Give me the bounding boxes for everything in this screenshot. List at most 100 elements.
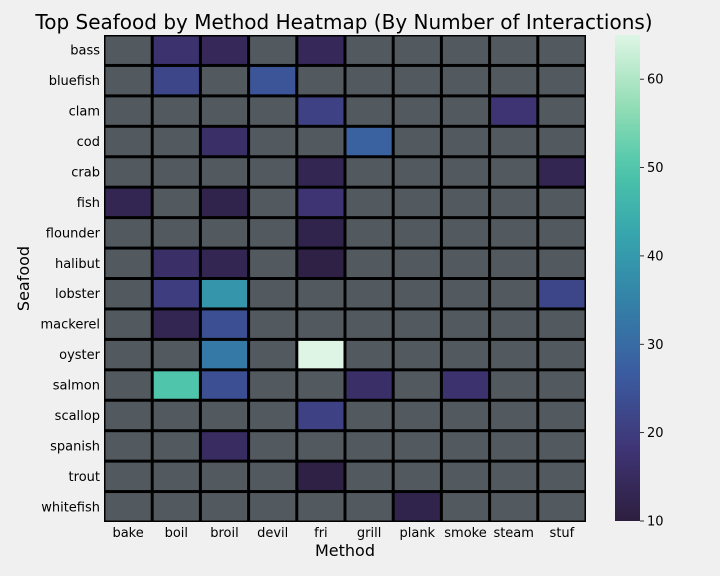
heatmap-cell: [250, 310, 296, 338]
x-axis-label: Method: [315, 541, 375, 560]
x-tick-label: stuf: [550, 526, 575, 541]
heatmap-cell: [153, 249, 199, 277]
y-tick-label: cod: [77, 135, 100, 150]
y-tick-label: halibut: [55, 257, 100, 272]
heatmap-cell: [346, 249, 392, 277]
y-tick-label: lobster: [55, 287, 101, 302]
heatmap-cell: [346, 36, 392, 64]
heatmap-cell: [105, 188, 151, 217]
heatmap-cell: [105, 462, 151, 491]
heatmap-cell: [298, 97, 344, 125]
heatmap-cell: [153, 280, 199, 308]
heatmap-cell: [153, 158, 199, 186]
heatmap-cell: [105, 280, 151, 308]
heatmap-cell: [105, 432, 151, 460]
heatmap-cell: [153, 188, 199, 217]
heatmap-cell: [346, 158, 392, 186]
heatmap-cell: [298, 462, 344, 491]
heatmap-cell: [201, 249, 248, 277]
heatmap-cell: [250, 158, 296, 186]
heatmap-cell: [105, 371, 151, 399]
heatmap-cell: [394, 127, 440, 156]
heatmap-cell: [442, 280, 489, 308]
heatmap-cell: [539, 66, 585, 95]
heatmap-cell: [442, 371, 489, 399]
heatmap-cell: [346, 310, 392, 338]
heatmap-cell: [442, 432, 489, 460]
heatmap-cell: [201, 188, 248, 217]
heatmap-cell: [491, 66, 537, 95]
y-axis-label: Seafood: [14, 246, 33, 311]
heatmap-cell: [442, 66, 489, 95]
heatmap-cell: [346, 462, 392, 491]
heatmap-cell: [201, 340, 248, 369]
heatmap-cell: [250, 371, 296, 399]
colorbar-tick-label: 30: [647, 338, 664, 353]
x-tick-label: steam: [493, 526, 534, 541]
heatmap-cell: [539, 127, 585, 156]
y-tick-label: salmon: [53, 379, 100, 394]
heatmap-cell: [491, 97, 537, 125]
heatmap-cell: [394, 249, 440, 277]
heatmap-cell: [539, 188, 585, 217]
heatmap-cell: [539, 219, 585, 247]
heatmap-cell: [442, 158, 489, 186]
x-tick-label: devil: [257, 526, 288, 541]
heatmap-cell: [105, 310, 151, 338]
heatmap-cell: [346, 66, 392, 95]
heatmap-cell: [298, 188, 344, 217]
heatmap-cell: [250, 280, 296, 308]
heatmap-cell: [442, 340, 489, 369]
heatmap-cell: [346, 401, 392, 430]
colorbar-tick-label: 50: [647, 161, 664, 176]
heatmap-cell: [298, 249, 344, 277]
heatmap-cell: [105, 401, 151, 430]
heatmap-cell: [298, 493, 344, 521]
y-tick-label: spanish: [50, 439, 100, 454]
heatmap-cell: [153, 340, 199, 369]
heatmap-cell: [153, 66, 199, 95]
heatmap-cell: [298, 127, 344, 156]
heatmap-cell: [442, 249, 489, 277]
heatmap-cell: [250, 432, 296, 460]
heatmap-cell: [442, 97, 489, 125]
heatmap-cell: [298, 36, 344, 64]
heatmap-cell: [153, 432, 199, 460]
x-tick-label: fri: [314, 526, 328, 541]
heatmap-cell: [491, 493, 537, 521]
heatmap-cell: [442, 36, 489, 64]
heatmap-cell: [394, 158, 440, 186]
heatmap-cell: [250, 401, 296, 430]
y-tick-label: scallop: [55, 409, 100, 424]
heatmap-cell: [539, 401, 585, 430]
heatmap-cell: [394, 66, 440, 95]
heatmap-cell: [491, 371, 537, 399]
heatmap-cell: [105, 36, 151, 64]
heatmap-cell: [250, 36, 296, 64]
heatmap-cell: [153, 36, 199, 64]
heatmap-cell: [539, 493, 585, 521]
y-tick-label: oyster: [59, 348, 101, 363]
x-tick-label: smoke: [444, 526, 486, 541]
x-tick-label: broil: [210, 526, 239, 541]
y-tick-label: trout: [69, 470, 100, 485]
x-tick-label: boil: [165, 526, 188, 541]
heatmap-cell: [346, 219, 392, 247]
heatmap-cell: [298, 340, 344, 369]
y-tick-label: mackerel: [40, 318, 100, 333]
heatmap-cell: [201, 401, 248, 430]
y-tick-label: clam: [69, 105, 100, 120]
y-tick-label: flounder: [46, 226, 101, 241]
heatmap-cell: [153, 371, 199, 399]
heatmap-cell: [346, 280, 392, 308]
heatmap-cell: [394, 310, 440, 338]
heatmap-cell: [105, 493, 151, 521]
heatmap-cell: [153, 219, 199, 247]
heatmap-cell: [491, 249, 537, 277]
heatmap-cell: [298, 219, 344, 247]
heatmap-cell: [105, 158, 151, 186]
heatmap-cell: [105, 66, 151, 95]
heatmap-cell: [346, 127, 392, 156]
heatmap-cell: [201, 310, 248, 338]
